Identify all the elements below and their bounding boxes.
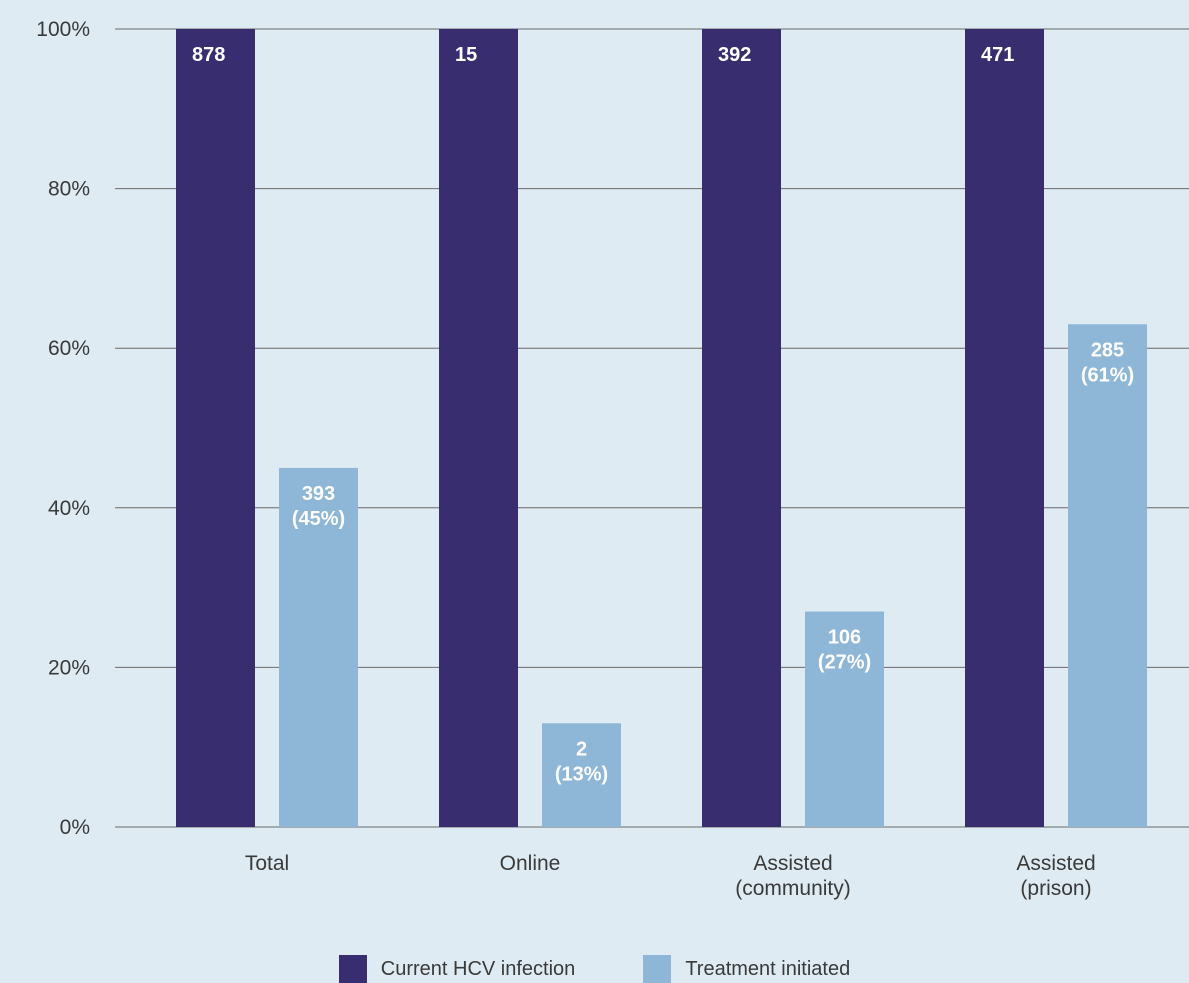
bar-data-label: 2 (576, 738, 587, 760)
bar-current-hcv (439, 29, 518, 827)
bar-data-label: 393 (302, 483, 335, 505)
bar-data-label: (61%) (1081, 364, 1134, 386)
x-category-label: Total (245, 852, 289, 875)
x-category-label: Assisted (753, 852, 832, 875)
bar-treatment (805, 611, 884, 827)
bar-data-label: 285 (1091, 339, 1124, 361)
bar-data-label: (27%) (818, 652, 871, 674)
legend-item-current-hcv: Current HCV infection (338, 955, 576, 983)
bar-data-label: (45%) (292, 508, 345, 530)
legend-item-treatment: Treatment initiated (643, 955, 850, 983)
axis-labels: 0%20%40%60%80%100%Total Online Assisted(co… (36, 18, 1095, 900)
bars (176, 29, 1147, 827)
bar-data-label: 15 (455, 44, 477, 66)
bar-current-hcv (965, 29, 1044, 827)
y-tick-label: 60% (48, 337, 90, 360)
bar-current-hcv (702, 29, 781, 827)
y-tick-label: 0% (60, 816, 90, 839)
y-tick-label: 80% (48, 178, 90, 201)
bar-treatment (1068, 324, 1147, 827)
legend: Current HCV infection Treatment initiate… (0, 955, 1189, 983)
legend-label-current-hcv: Current HCV infection (380, 957, 576, 980)
legend-swatch-current-hcv (338, 955, 367, 983)
legend-swatch-treatment (643, 955, 672, 983)
y-tick-label: 20% (48, 656, 90, 679)
bar-data-label: 471 (981, 44, 1014, 66)
bar-treatment (542, 723, 621, 827)
bar-current-hcv (176, 29, 255, 827)
y-tick-label: 40% (48, 497, 90, 520)
bar-treatment (279, 467, 358, 827)
bar-data-label: (13%) (555, 763, 608, 785)
y-tick-label: 100% (36, 18, 90, 41)
x-category-label: Online (500, 852, 561, 875)
data-labels: 878 393 (45%) 15 2 (13%) 392 106 (27%) 471 285 (61%… (192, 44, 1134, 785)
x-category-label: (prison) (1020, 877, 1091, 900)
legend-label-treatment: Treatment initiated (685, 957, 851, 980)
bar-data-label: 392 (718, 44, 751, 66)
x-category-label: Assisted (1016, 852, 1095, 875)
x-category-label: (community) (735, 877, 851, 900)
bar-data-label: 106 (828, 627, 861, 649)
bar-data-label: 878 (192, 44, 225, 66)
